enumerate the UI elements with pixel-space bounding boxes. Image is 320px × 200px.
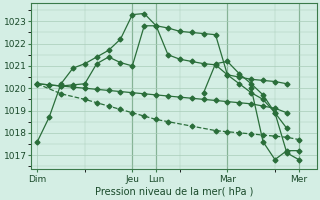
X-axis label: Pression niveau de la mer( hPa ): Pression niveau de la mer( hPa ) [95,187,253,197]
